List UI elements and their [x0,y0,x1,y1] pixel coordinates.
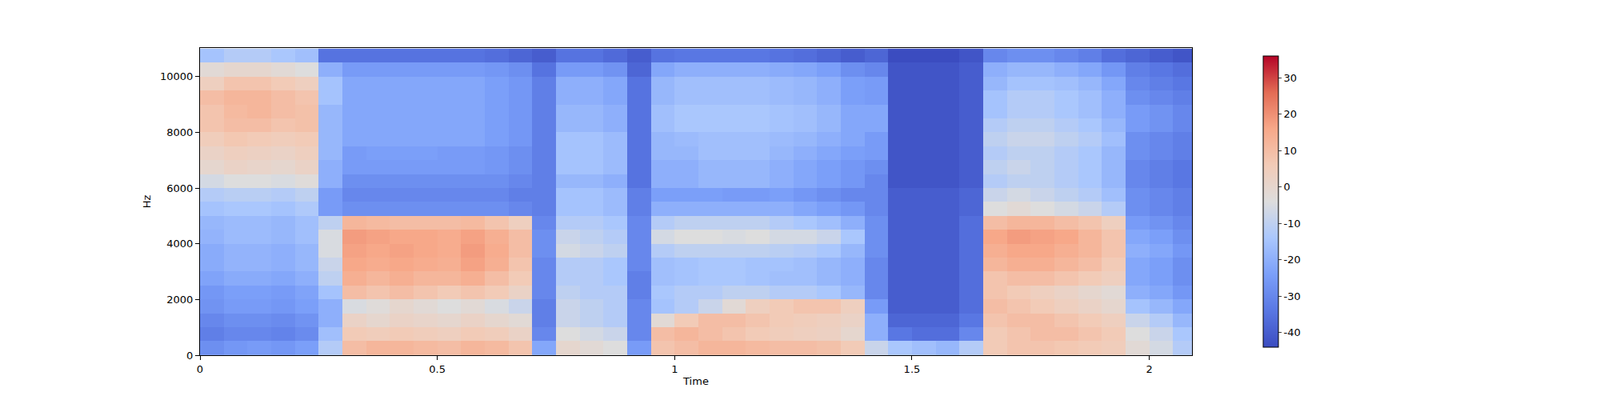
svg-text:-10: -10 [1284,217,1301,230]
svg-text:6000: 6000 [166,182,193,195]
svg-text:2000: 2000 [166,293,193,306]
svg-text:Hz: Hz [140,195,153,209]
svg-text:1.5: 1.5 [904,363,921,376]
svg-text:30: 30 [1284,72,1298,84]
svg-text:1: 1 [671,363,678,376]
svg-text:8000: 8000 [166,126,193,139]
svg-text:4000: 4000 [166,237,193,250]
svg-text:0.5: 0.5 [428,363,446,376]
svg-text:20: 20 [1284,108,1298,120]
svg-text:-20: -20 [1284,253,1301,266]
svg-text:0: 0 [196,363,204,376]
svg-text:2: 2 [1145,363,1152,376]
svg-text:-30: -30 [1284,290,1301,303]
svg-text:0: 0 [1284,180,1291,193]
svg-text:0: 0 [186,349,193,362]
svg-text:-40: -40 [1284,326,1301,339]
svg-text:Time: Time [682,375,709,388]
svg-text:10000: 10000 [160,70,193,83]
svg-text:10: 10 [1284,144,1298,157]
